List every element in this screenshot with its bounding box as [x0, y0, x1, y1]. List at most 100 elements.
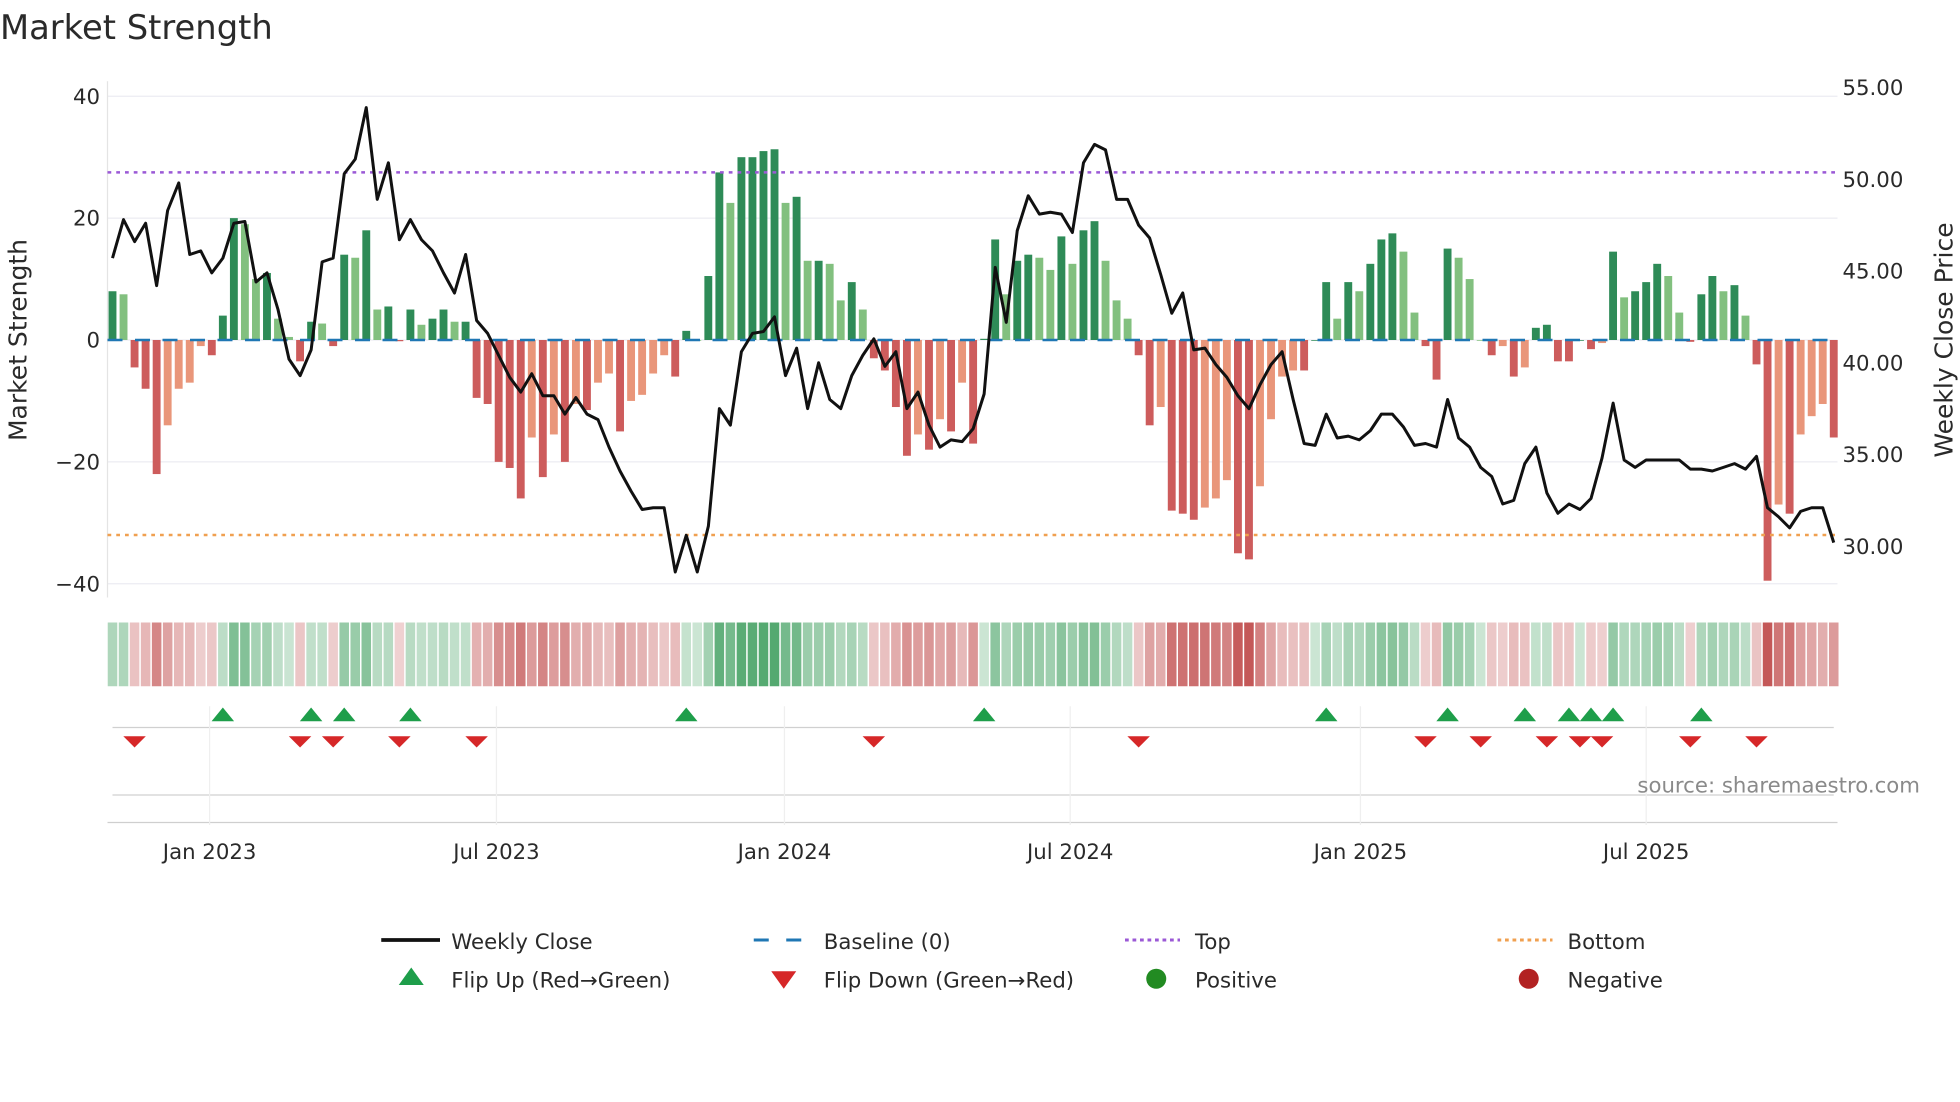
- strip-cell: [118, 622, 129, 687]
- flip-up-marker: [1557, 707, 1581, 722]
- flip-up-marker: [332, 707, 356, 722]
- strength-bar: [969, 340, 978, 444]
- strength-bar: [472, 340, 481, 398]
- strip-cell: [1233, 622, 1243, 687]
- flip-up-marker: [1436, 707, 1459, 722]
- x-tick-label: Jul 2025: [1601, 840, 1689, 865]
- strength-bar: [1079, 230, 1088, 340]
- strength-bar: [384, 306, 393, 340]
- strength-bar: [1653, 263, 1662, 340]
- strip-cell: [1707, 622, 1718, 687]
- strength-bar: [1421, 340, 1430, 347]
- strength-bar: [1333, 318, 1342, 340]
- strip-cell: [968, 622, 978, 687]
- legend-label: Flip Up (Red→Green): [451, 969, 670, 994]
- strip-cell: [1553, 622, 1563, 687]
- strip-cell: [1464, 622, 1475, 687]
- strip-cell: [1034, 622, 1045, 687]
- strip-cell: [670, 622, 680, 687]
- flip-up-marker: [299, 707, 323, 722]
- strength-bar: [141, 340, 150, 389]
- strip-cell: [582, 622, 592, 687]
- strip-cell: [648, 622, 658, 687]
- strip-cell: [681, 622, 692, 687]
- strip-cell: [1332, 622, 1343, 687]
- strength-bar: [1156, 340, 1165, 408]
- strength-bar: [329, 340, 338, 347]
- strength-bar: [1222, 340, 1231, 481]
- strength-bar: [571, 340, 580, 404]
- strength-bar: [1300, 340, 1309, 371]
- strength-bar: [803, 260, 812, 340]
- strength-bar: [1796, 340, 1805, 435]
- strip-cell: [1718, 622, 1729, 687]
- strip-cell: [1751, 622, 1762, 687]
- strip-cell: [1122, 622, 1133, 687]
- strip-cell: [394, 622, 405, 687]
- legend-label: Flip Down (Green→Red): [824, 969, 1074, 994]
- legend-label: Negative: [1568, 969, 1663, 994]
- strip-cell: [824, 622, 835, 687]
- strip-cell: [935, 622, 945, 687]
- legend-label: Weekly Close: [451, 930, 592, 955]
- strength-bar: [229, 218, 238, 340]
- strength-bar: [130, 340, 139, 368]
- legend-item-dash: Baseline (0): [753, 930, 951, 955]
- strip-cell: [184, 622, 195, 687]
- strength-bar: [847, 282, 856, 340]
- strip-cell: [1409, 622, 1420, 687]
- strength-bar: [1366, 263, 1375, 340]
- strip-cell: [251, 622, 261, 687]
- flip-down-marker: [1568, 736, 1592, 748]
- strength-bar: [395, 340, 404, 342]
- strip-cell: [637, 622, 647, 687]
- strength-bar: [1807, 340, 1816, 417]
- strength-bar: [660, 340, 669, 356]
- strength-bar: [1355, 291, 1364, 340]
- strip-cell: [273, 622, 283, 687]
- strength-bar: [274, 318, 282, 340]
- strength-bar: [439, 309, 448, 340]
- strip-cell: [1729, 622, 1740, 687]
- legend-label: Top: [1194, 930, 1231, 955]
- strength-bar: [1322, 282, 1331, 340]
- strip-cell: [1806, 622, 1817, 687]
- strip-cell: [769, 622, 780, 687]
- strip-cell: [1442, 622, 1453, 687]
- strength-bar: [1675, 312, 1684, 340]
- strength-bar: [737, 157, 746, 340]
- strip-cell: [372, 622, 383, 687]
- flip-down-marker: [321, 736, 345, 748]
- strip-cell: [692, 622, 703, 687]
- strength-bar: [119, 294, 128, 340]
- weekly-close-line: [111, 106, 1836, 574]
- strip-cell: [416, 622, 427, 687]
- strength-bar: [1134, 340, 1143, 356]
- flip-down-marker: [465, 736, 488, 748]
- strength-bar: [538, 340, 547, 478]
- legend-item-line: Weekly Close: [381, 930, 593, 955]
- strength-bar: [891, 340, 900, 408]
- strip-cell: [1773, 622, 1784, 687]
- flip-up-marker: [1579, 707, 1603, 722]
- strength-bar: [1278, 340, 1287, 377]
- strip-cell: [858, 622, 868, 687]
- strip-cell: [328, 622, 338, 687]
- y-tick-label: 0: [86, 329, 100, 354]
- chart-title: Market Strength: [0, 8, 273, 47]
- strip-cell: [1288, 622, 1298, 687]
- strip-cell: [990, 622, 1000, 687]
- strength-bar: [527, 340, 536, 438]
- strip-cell: [1828, 622, 1839, 687]
- strip-cell: [758, 622, 769, 687]
- strip-cell: [361, 622, 372, 687]
- strength-bar: [715, 172, 724, 340]
- strip-cell: [527, 622, 537, 687]
- strength-bar: [1388, 233, 1397, 340]
- strength-bar: [825, 263, 834, 340]
- strength-bar: [207, 340, 216, 356]
- strip-cell: [924, 622, 934, 687]
- strip-cell: [1431, 622, 1442, 687]
- strength-bar: [296, 340, 305, 362]
- strength-bar: [218, 315, 227, 340]
